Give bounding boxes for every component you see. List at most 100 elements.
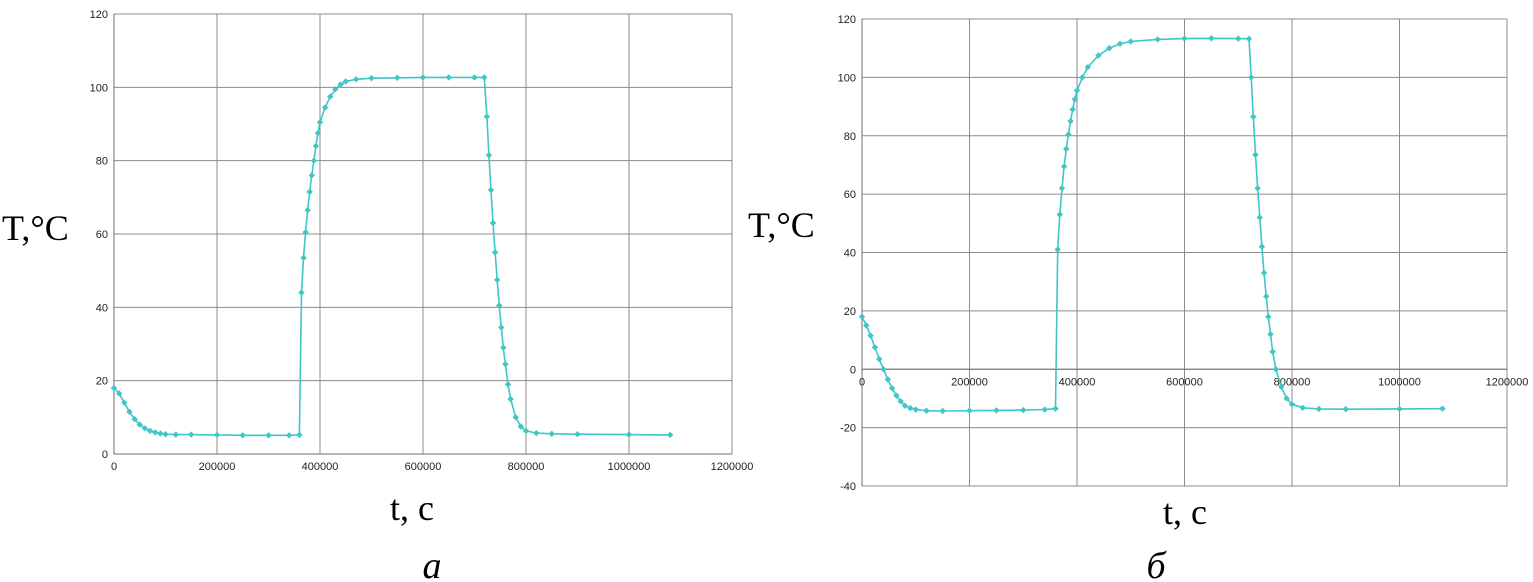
data-point	[321, 104, 329, 111]
chart-panel-1: 0 20 40 60 80 100 120 0 200000 400000 600000 800000…	[2, 9, 753, 582]
data-point	[310, 157, 318, 164]
data-point	[314, 129, 322, 137]
data-point	[1041, 406, 1048, 413]
data-point	[1269, 348, 1276, 355]
data-point	[888, 385, 896, 392]
data-point	[1256, 214, 1263, 221]
data-point	[157, 430, 164, 437]
data-point	[332, 85, 339, 93]
data-point	[1154, 36, 1161, 43]
data-point	[1071, 96, 1079, 103]
data-point	[966, 407, 973, 414]
y-axis-label: T,°C	[748, 205, 815, 245]
y-tick-label: 40	[844, 248, 856, 260]
x-tick-label: 400000	[302, 461, 339, 473]
data-point	[316, 118, 324, 126]
data-point	[146, 427, 154, 435]
data-point	[471, 74, 478, 81]
data-point	[308, 172, 315, 179]
data-point	[512, 414, 519, 421]
data-point	[394, 74, 401, 81]
y-tick-label: 40	[96, 302, 108, 314]
x-tick-label: 0	[111, 461, 117, 473]
data-point	[1116, 40, 1124, 48]
data-point	[1052, 405, 1059, 412]
data-point	[491, 249, 499, 256]
data-point	[487, 186, 495, 194]
data-point	[489, 219, 497, 227]
data-point	[302, 228, 309, 236]
data-point	[1283, 395, 1290, 402]
data-point	[507, 395, 514, 403]
data-point	[500, 344, 507, 351]
data-point	[265, 432, 272, 439]
data-point	[1106, 44, 1113, 52]
x-axis-label: t, c	[390, 488, 434, 528]
data-point	[1079, 74, 1086, 81]
data-point	[188, 431, 195, 438]
data-point	[1245, 35, 1253, 43]
data-point	[1260, 269, 1268, 277]
data-point	[893, 392, 900, 399]
y-tick-label: 100	[90, 82, 108, 94]
data-point	[1084, 63, 1091, 71]
data-point	[110, 384, 118, 392]
y-tick-label: 80	[844, 131, 856, 143]
data-point	[483, 113, 491, 120]
data-point	[121, 399, 128, 406]
data-point	[912, 406, 919, 413]
data-point	[625, 431, 633, 438]
data-point	[1278, 383, 1285, 390]
y-tick-label: 20	[844, 306, 856, 318]
data-point	[1067, 117, 1074, 125]
data-point	[574, 431, 581, 438]
y-tick-label: -40	[840, 481, 856, 493]
data-point	[337, 81, 344, 88]
data-point	[880, 366, 887, 373]
data-point	[141, 425, 149, 432]
data-point	[285, 432, 293, 439]
data-point	[1267, 331, 1274, 338]
x-tick-label: 1200000	[1486, 376, 1529, 388]
data-point	[298, 289, 305, 296]
data-point	[1263, 293, 1270, 300]
y-tick-label: 20	[96, 376, 108, 388]
data-point	[131, 415, 138, 423]
y-tick-label: 60	[844, 189, 856, 201]
data-point	[548, 430, 555, 438]
x-tick-label: 1200000	[711, 461, 754, 473]
data-point	[1252, 151, 1259, 158]
data-point	[306, 188, 313, 196]
data-point	[485, 151, 493, 159]
data-point	[419, 74, 427, 81]
data-point	[1065, 131, 1072, 138]
data-point	[1095, 52, 1102, 59]
data-point	[863, 322, 870, 329]
data-point	[1069, 106, 1076, 113]
panel-label: б	[1146, 545, 1167, 582]
x-axis-label: t, c	[1163, 492, 1207, 532]
data-point	[115, 390, 123, 397]
data-point	[172, 431, 179, 438]
y-tick-label: 0	[102, 449, 108, 461]
data-point	[1258, 243, 1266, 250]
data-point	[296, 431, 303, 439]
data-point	[1299, 404, 1306, 411]
data-point	[901, 402, 909, 409]
data-point	[162, 431, 169, 438]
y-tick-label: 120	[90, 9, 108, 21]
data-point	[1127, 38, 1134, 45]
series-line	[861, 37, 1443, 412]
data-point	[1054, 246, 1061, 253]
data-point	[667, 431, 674, 439]
x-tick-label: 200000	[199, 461, 236, 473]
data-point	[1020, 406, 1027, 414]
data-point	[1073, 87, 1081, 94]
data-point	[923, 407, 930, 414]
x-tick-label: 1000000	[608, 461, 651, 473]
data-point	[445, 74, 452, 81]
y-axis-label: T,°C	[2, 208, 69, 248]
data-point	[1058, 185, 1066, 192]
data-point	[1063, 145, 1070, 153]
